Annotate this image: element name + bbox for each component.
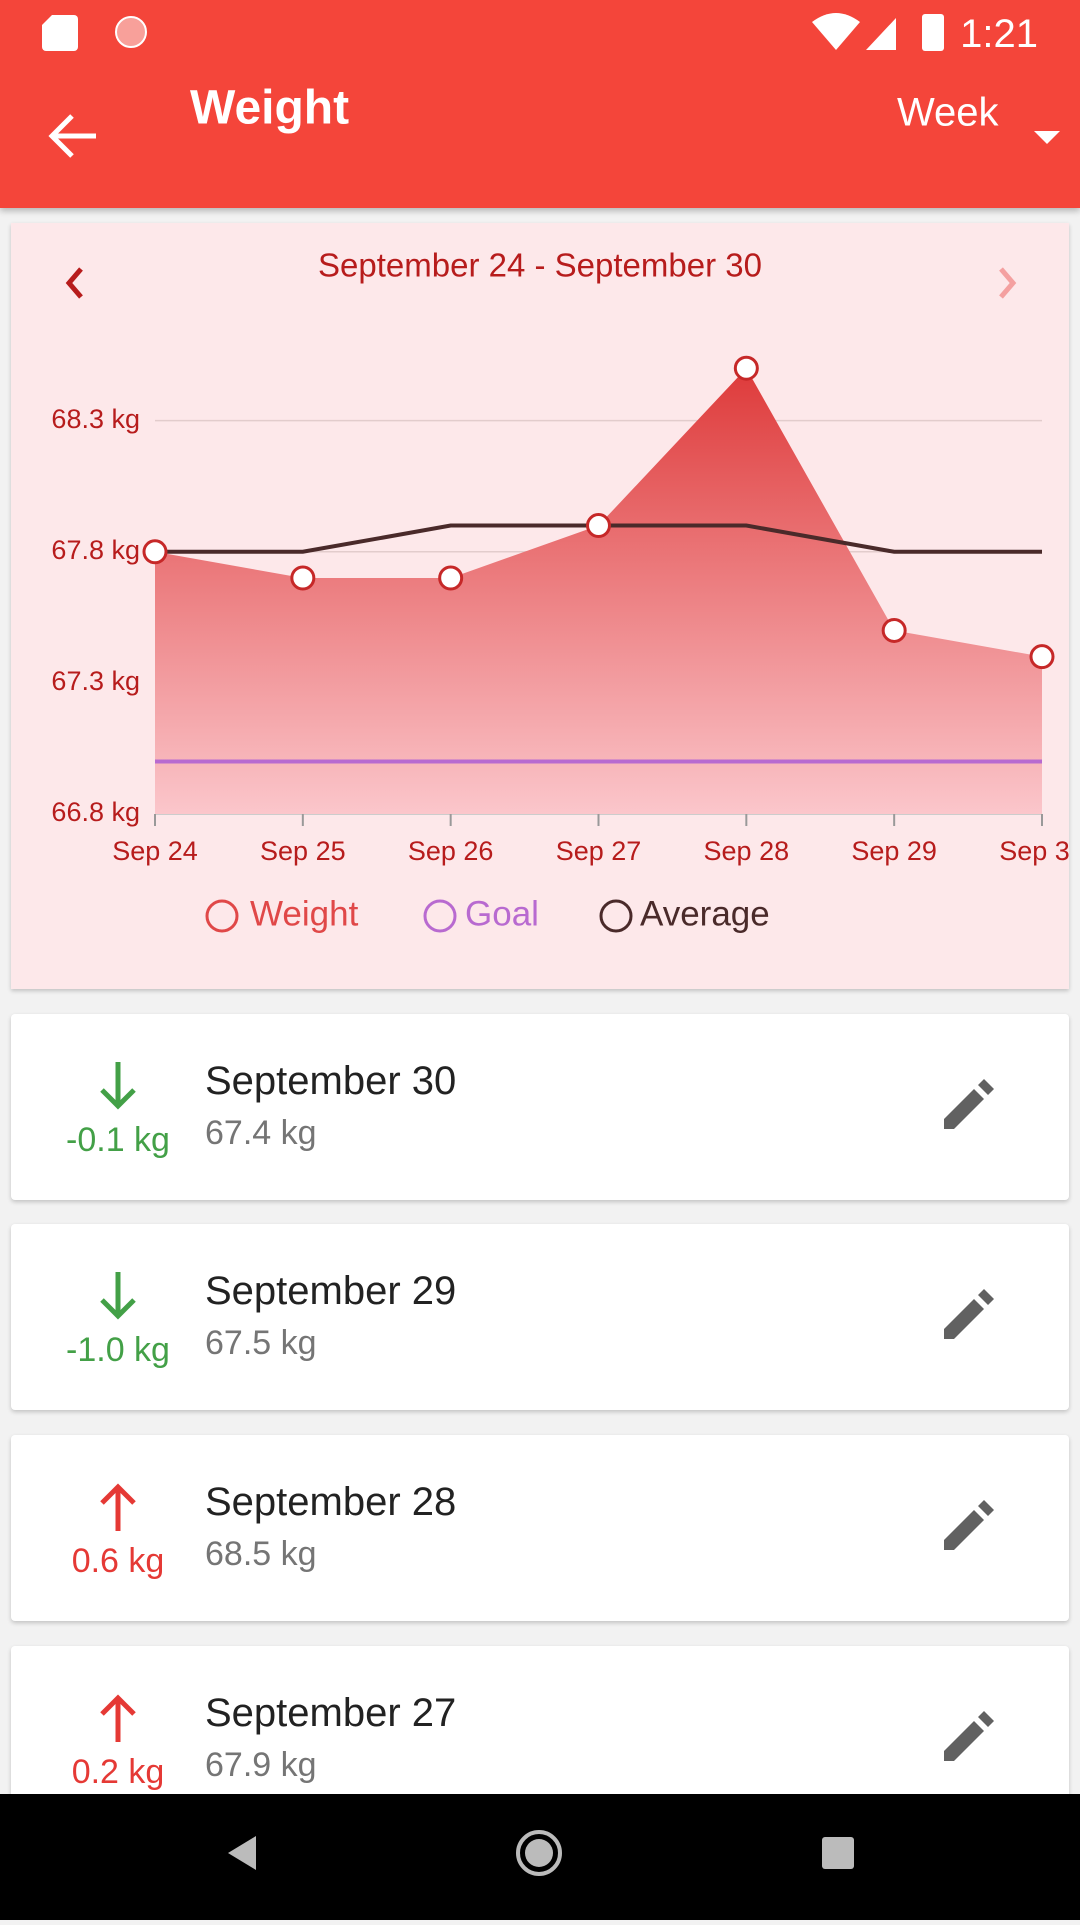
x-tick-label: Sep 29 xyxy=(851,836,937,866)
period-dropdown[interactable] xyxy=(1034,131,1060,144)
nav-recents[interactable] xyxy=(822,1837,854,1869)
entry-date: September 29 xyxy=(205,1269,457,1313)
back-button[interactable] xyxy=(48,114,96,158)
trend-arrow xyxy=(100,1694,136,1742)
entry-card: -1.0 kg September 29 67.5 kg xyxy=(11,1224,1069,1410)
trend-arrow-shape xyxy=(100,1483,136,1531)
edit-button[interactable] xyxy=(936,1077,996,1137)
trend-arrow-shape xyxy=(100,1062,136,1110)
x-tick-label: Sep 25 xyxy=(260,836,346,866)
app-bar: 1:21 Weight Week xyxy=(0,0,1080,208)
y-tick-label: 67.8 kg xyxy=(51,535,140,565)
period-selector[interactable]: Week xyxy=(897,90,999,135)
edit-icon xyxy=(944,1079,994,1129)
entry-weight: 67.5 kg xyxy=(205,1324,317,1362)
wifi-icon xyxy=(812,13,860,50)
x-tick-label: Sep 24 xyxy=(112,836,198,866)
chart: September 24 - September 30 66.8 kg 67.3 … xyxy=(51,247,1069,934)
entry-weight: 67.9 kg xyxy=(205,1746,317,1784)
y-tick-label: 68.3 kg xyxy=(51,404,140,434)
nav-home[interactable] xyxy=(525,1839,553,1867)
edit-icon xyxy=(944,1711,994,1761)
edit-icon xyxy=(944,1289,994,1339)
entry-date: September 30 xyxy=(205,1059,457,1103)
weight-point xyxy=(586,513,611,539)
weight-point xyxy=(438,565,464,591)
y-tick-label: 66.8 kg xyxy=(51,797,140,827)
battery-icon xyxy=(922,14,944,51)
weight-area xyxy=(155,368,1042,814)
x-tick-label: Sep 26 xyxy=(408,836,494,866)
entry-date: September 27 xyxy=(205,1691,457,1735)
x-tick-label: Sep 28 xyxy=(704,836,790,866)
next-week[interactable] xyxy=(999,267,1017,299)
x-tick-label: Sep 27 xyxy=(556,836,642,866)
weight-change: -1.0 kg xyxy=(66,1331,170,1369)
legend-label: Weight xyxy=(250,894,359,933)
weight-change: -0.1 kg xyxy=(66,1121,170,1159)
weight-change: 0.6 kg xyxy=(71,1542,165,1580)
weight-point xyxy=(142,539,168,565)
screen-title: Weight xyxy=(190,81,350,135)
entry-date: September 28 xyxy=(205,1480,457,1524)
trend-arrow xyxy=(100,1062,136,1110)
edit-button[interactable] xyxy=(936,1287,996,1347)
legend-icon xyxy=(599,899,633,933)
weight-point xyxy=(1029,644,1055,670)
edit-button[interactable] xyxy=(936,1709,996,1769)
trend-arrow xyxy=(100,1272,136,1320)
weight-change: 0.2 kg xyxy=(71,1753,165,1791)
sd-card-icon xyxy=(42,15,78,51)
weight-point xyxy=(290,565,316,591)
legend-label: Goal xyxy=(465,894,539,933)
navigation-bar xyxy=(0,1794,1080,1920)
signal-icon xyxy=(866,18,896,50)
edit-button[interactable] xyxy=(936,1498,996,1558)
entry-weight: 68.5 kg xyxy=(205,1535,317,1573)
edit-icon xyxy=(944,1500,994,1550)
previous-week[interactable] xyxy=(65,267,83,299)
legend-label: Average xyxy=(640,894,770,933)
trend-arrow-shape xyxy=(100,1272,136,1320)
weight-point xyxy=(733,355,759,381)
nav-home-ring[interactable] xyxy=(516,1830,562,1876)
chart-title: September 24 - September 30 xyxy=(318,247,762,284)
weight-point xyxy=(881,617,907,643)
status-time: 1:21 xyxy=(960,12,1038,56)
legend-icon xyxy=(205,899,239,933)
entry-weight: 67.4 kg xyxy=(205,1114,317,1152)
nav-back[interactable] xyxy=(228,1836,256,1870)
trend-arrow xyxy=(100,1483,136,1531)
chart-card: September 24 - September 30 66.8 kg 67.3 … xyxy=(11,223,1069,989)
nav-icons xyxy=(228,1830,854,1876)
y-tick-label: 67.3 kg xyxy=(51,666,140,696)
legend-icon xyxy=(423,899,457,933)
entry-card: -0.1 kg September 30 67.4 kg xyxy=(11,1014,1069,1200)
sync-icon xyxy=(115,16,147,48)
app-bar-icons xyxy=(42,13,1060,158)
entry-card: 0.6 kg September 28 68.5 kg xyxy=(11,1435,1069,1621)
trend-arrow-shape xyxy=(100,1694,136,1742)
x-tick-label: Sep 30 xyxy=(999,836,1069,866)
